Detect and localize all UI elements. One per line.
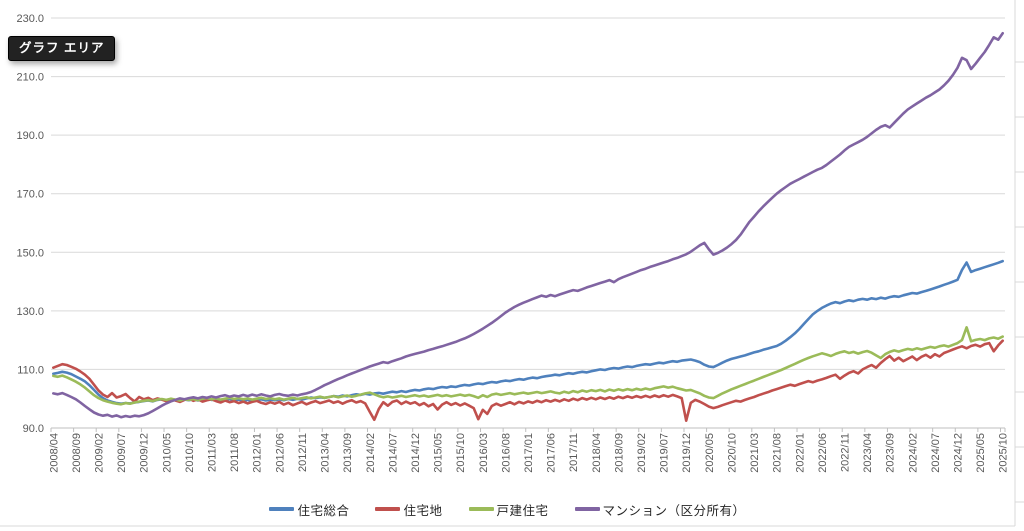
x-axis-label[interactable]: 2022/01	[794, 433, 806, 473]
x-axis-label[interactable]: 2016/08	[500, 433, 512, 473]
x-axis-label[interactable]: 2024/07	[930, 433, 942, 473]
legend-swatch-residential-land	[375, 507, 401, 511]
x-axis-label[interactable]: 2012/01	[252, 433, 264, 473]
legend-swatch-condominium	[574, 507, 600, 511]
x-axis-label[interactable]: 2017/01	[523, 433, 535, 473]
legend-label: 戸建住宅	[496, 503, 549, 518]
x-axis-label[interactable]: 2018/04	[591, 433, 603, 473]
x-axis-label[interactable]: 2013/04	[320, 433, 332, 473]
x-axis-label[interactable]: 2025/10	[998, 433, 1010, 473]
legend-item-housing-total[interactable]: 住宅総合	[269, 500, 349, 519]
legend-item-detached-house[interactable]: 戸建住宅	[468, 500, 549, 519]
x-axis-label[interactable]: 2023/04	[862, 433, 874, 473]
x-axis-label[interactable]: 2020/05	[704, 433, 716, 473]
series-line-detached-house[interactable]	[51, 325, 1005, 406]
legend-label: 住宅地	[403, 503, 443, 518]
series-line-housing-total[interactable]	[51, 259, 1005, 406]
x-axis-label[interactable]: 2015/05	[433, 433, 445, 473]
y-axis-label[interactable]: 110.0	[17, 364, 44, 376]
x-axis-label[interactable]: 2012/11	[297, 433, 309, 472]
x-axis-label[interactable]: 2021/08	[772, 433, 784, 473]
x-axis-label[interactable]: 2009/02	[93, 433, 105, 473]
chart-area-tooltip: グラフ エリア	[8, 36, 116, 61]
x-axis-label[interactable]: 2024/12	[953, 433, 965, 473]
x-axis-label[interactable]: 2024/02	[907, 433, 919, 473]
x-axis-label[interactable]: 2011/03	[207, 433, 219, 472]
y-axis-label[interactable]: 90.0	[23, 423, 44, 435]
x-axis-label[interactable]: 2018/09	[613, 433, 625, 473]
legend-item-residential-land[interactable]: 住宅地	[375, 500, 442, 519]
x-axis-label[interactable]: 2025/05	[975, 433, 987, 473]
y-axis-label[interactable]: 230.0	[16, 13, 44, 25]
x-axis-label[interactable]: 2009/07	[116, 433, 128, 473]
y-axis-label[interactable]: 130.0	[16, 306, 44, 318]
x-axis-label[interactable]: 2019/02	[636, 433, 648, 473]
x-axis-label[interactable]: 2010/05	[161, 433, 173, 473]
legend-label: マンション（区分所有）	[602, 503, 746, 518]
x-axis-label[interactable]: 2017/06	[546, 433, 558, 473]
x-axis-label[interactable]: 2020/10	[726, 433, 738, 473]
x-axis-label[interactable]: 2019/12	[681, 433, 693, 473]
legend-label: 住宅総合	[297, 503, 350, 518]
legend-item-condominium[interactable]: マンション（区分所有）	[574, 500, 746, 519]
x-axis-label[interactable]: 2022/11	[839, 433, 851, 472]
x-axis-label[interactable]: 2019/07	[659, 433, 671, 473]
y-axis-label[interactable]: 210.0	[16, 72, 44, 84]
x-axis-label[interactable]: 2016/03	[478, 433, 490, 473]
x-axis-label[interactable]: 2014/07	[387, 433, 399, 473]
series-line-condominium[interactable]	[51, 31, 1005, 419]
x-axis-label[interactable]: 2011/08	[229, 433, 241, 472]
y-axis-label[interactable]: 190.0	[16, 130, 44, 142]
x-axis-label[interactable]: 2008/09	[71, 433, 83, 473]
x-axis-label[interactable]: 2022/06	[817, 433, 829, 473]
x-axis-label[interactable]: 2021/03	[749, 433, 761, 473]
x-axis-label[interactable]: 2015/10	[455, 433, 467, 473]
legend-swatch-housing-total	[269, 507, 295, 511]
x-axis-label[interactable]: 2008/04	[48, 433, 60, 473]
y-axis-label[interactable]: 150.0	[16, 247, 44, 259]
x-axis-label[interactable]: 2017/11	[568, 433, 580, 472]
x-axis-label[interactable]: 2014/02	[365, 433, 377, 473]
chart-legend: 住宅総合 住宅地 戸建住宅 マンション（区分所有）	[0, 497, 1015, 521]
y-axis-label[interactable]: 170.0	[16, 189, 44, 201]
x-axis-label[interactable]: 2009/12	[139, 433, 151, 473]
x-axis-label[interactable]: 2023/09	[885, 433, 897, 473]
legend-swatch-detached-house	[468, 507, 494, 511]
x-axis-label[interactable]: 2013/09	[342, 433, 354, 473]
x-axis-label[interactable]: 2010/10	[184, 433, 196, 473]
x-axis-label[interactable]: 2014/12	[410, 433, 422, 473]
x-axis-label[interactable]: 2012/06	[274, 433, 286, 473]
